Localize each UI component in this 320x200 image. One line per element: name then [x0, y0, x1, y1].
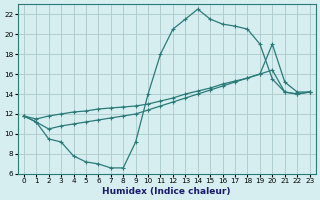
X-axis label: Humidex (Indice chaleur): Humidex (Indice chaleur) — [102, 187, 231, 196]
